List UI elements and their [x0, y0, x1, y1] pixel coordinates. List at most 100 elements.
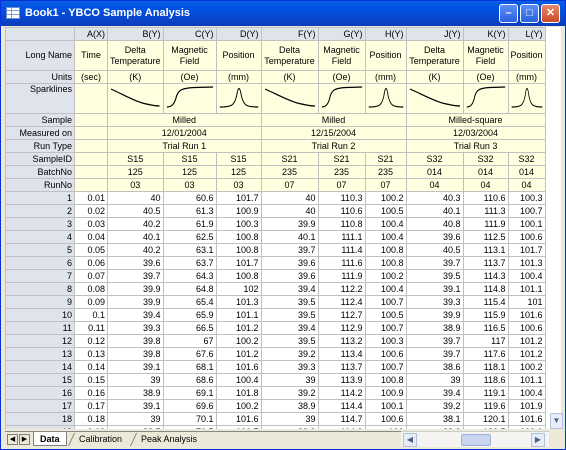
data-cell[interactable]: 101.2 — [507, 334, 546, 348]
data-cell[interactable]: 112.7 — [317, 308, 366, 322]
data-cell[interactable]: 100.8 — [364, 243, 407, 257]
units-cell[interactable]: (mm) — [215, 70, 262, 84]
data-cell[interactable]: 38.2 — [405, 425, 464, 429]
data-cell[interactable]: 100.7 — [507, 204, 546, 218]
data-cell[interactable]: 100.2 — [215, 334, 262, 348]
measured-on-cell[interactable]: 12/15/2004 — [260, 126, 407, 140]
run-no-cell[interactable]: 07 — [317, 178, 366, 192]
batch-no-cell[interactable]: 235 — [317, 165, 366, 179]
row-label[interactable]: Sparklines — [5, 83, 75, 114]
data-cell[interactable]: 116.5 — [462, 321, 509, 335]
sample-id-cell[interactable]: S32 — [405, 152, 464, 166]
data-cell[interactable]: 0.01 — [74, 191, 108, 205]
data-cell[interactable]: 39.2 — [260, 386, 319, 400]
row-number[interactable]: 8 — [5, 282, 75, 296]
row-label[interactable]: Units — [5, 70, 75, 84]
long-name-cell[interactable]: Magnetic Field — [462, 40, 509, 71]
row-number[interactable]: 17 — [5, 399, 75, 413]
data-cell[interactable]: 100.4 — [364, 282, 407, 296]
units-cell[interactable]: (K) — [107, 70, 164, 84]
data-cell[interactable]: 67.6 — [162, 347, 217, 361]
data-cell[interactable]: 100.5 — [364, 308, 407, 322]
units-cell[interactable]: (K) — [260, 70, 319, 84]
data-cell[interactable]: 112.9 — [317, 321, 366, 335]
data-cell[interactable]: 102 — [215, 282, 262, 296]
data-cell[interactable]: 112.4 — [317, 295, 366, 309]
long-name-cell[interactable]: Delta Temperature — [260, 40, 319, 71]
data-cell[interactable]: 62.5 — [162, 230, 217, 244]
data-cell[interactable]: 101.7 — [507, 243, 546, 257]
long-name-cell[interactable]: Position — [364, 40, 407, 71]
data-cell[interactable]: 100.9 — [364, 386, 407, 400]
data-cell[interactable]: 101 — [507, 295, 546, 309]
sparkline-cell[interactable] — [162, 83, 217, 114]
data-cell[interactable]: 0.02 — [74, 204, 108, 218]
run-no-cell[interactable] — [74, 178, 108, 192]
data-cell[interactable]: 113.7 — [462, 256, 509, 270]
data-cell[interactable]: 39 — [260, 373, 319, 387]
data-cell[interactable]: 39.2 — [260, 347, 319, 361]
data-cell[interactable]: 110.6 — [462, 191, 509, 205]
corner-cell[interactable] — [5, 27, 75, 41]
data-cell[interactable]: 40.5 — [405, 243, 464, 257]
data-cell[interactable]: 100.7 — [215, 425, 262, 429]
units-cell[interactable]: (K) — [405, 70, 464, 84]
data-cell[interactable]: 63.1 — [162, 243, 217, 257]
horizontal-scrollbar[interactable]: ◀ ▶ — [401, 431, 549, 447]
sparkline-cell[interactable] — [260, 83, 319, 114]
row-number[interactable]: 11 — [5, 321, 75, 335]
data-cell[interactable]: 40.8 — [405, 217, 464, 231]
data-cell[interactable]: 38.9 — [260, 399, 319, 413]
data-cell[interactable]: 40.1 — [260, 230, 319, 244]
row-number[interactable]: 16 — [5, 386, 75, 400]
data-cell[interactable]: 100.4 — [364, 217, 407, 231]
column-header[interactable]: B(Y) — [107, 27, 164, 41]
run-no-cell[interactable]: 03 — [107, 178, 164, 192]
row-number[interactable]: 6 — [5, 256, 75, 270]
data-cell[interactable]: 39.6 — [107, 256, 164, 270]
data-cell[interactable]: 115.4 — [462, 295, 509, 309]
data-cell[interactable]: 100.8 — [364, 256, 407, 270]
batch-no-cell[interactable]: 235 — [364, 165, 407, 179]
empty-cell[interactable] — [74, 139, 108, 153]
data-cell[interactable]: 114.9 — [317, 425, 366, 429]
sample-cell[interactable]: Milled — [260, 113, 407, 127]
run-no-cell[interactable]: 04 — [462, 178, 509, 192]
data-cell[interactable]: 0.19 — [74, 425, 108, 429]
column-header[interactable]: L(Y) — [507, 27, 546, 41]
sparkline-cell[interactable] — [405, 83, 464, 114]
sparkline-cell[interactable] — [215, 83, 262, 114]
batch-no-cell[interactable]: 125 — [162, 165, 217, 179]
data-cell[interactable]: 0.05 — [74, 243, 108, 257]
data-cell[interactable]: 40.1 — [405, 204, 464, 218]
batch-no-cell[interactable]: 014 — [462, 165, 509, 179]
data-cell[interactable]: 38.5 — [107, 425, 164, 429]
run-no-cell[interactable]: 04 — [405, 178, 464, 192]
tab-scroll-left-button[interactable]: ◀ — [7, 434, 18, 445]
data-cell[interactable]: 0.1 — [74, 308, 108, 322]
scroll-right-button[interactable]: ▶ — [531, 433, 545, 447]
long-name-cell[interactable]: Time — [74, 40, 108, 71]
data-cell[interactable]: 117.6 — [462, 347, 509, 361]
data-cell[interactable]: 66.5 — [162, 321, 217, 335]
row-number[interactable]: 5 — [5, 243, 75, 257]
data-cell[interactable]: 113.1 — [462, 243, 509, 257]
sample-id-cell[interactable]: S32 — [462, 152, 509, 166]
data-cell[interactable]: 70.1 — [162, 412, 217, 426]
units-cell[interactable]: (sec) — [74, 70, 108, 84]
units-cell[interactable]: (Oe) — [162, 70, 217, 84]
row-number[interactable]: 15 — [5, 373, 75, 387]
data-cell[interactable]: 101.6 — [507, 412, 546, 426]
data-cell[interactable]: 114.3 — [462, 269, 509, 283]
data-cell[interactable]: 39.2 — [405, 399, 464, 413]
data-cell[interactable]: 39.3 — [260, 360, 319, 374]
units-cell[interactable]: (Oe) — [317, 70, 366, 84]
sample-id-cell[interactable]: S21 — [317, 152, 366, 166]
units-cell[interactable]: (Oe) — [462, 70, 509, 84]
batch-no-cell[interactable] — [74, 165, 108, 179]
data-cell[interactable]: 115.9 — [462, 308, 509, 322]
column-header[interactable]: K(Y) — [462, 27, 509, 41]
data-cell[interactable]: 100.8 — [215, 243, 262, 257]
tab-peak-analysis[interactable]: Peak Analysis — [141, 434, 198, 444]
sample-id-cell[interactable]: S21 — [364, 152, 407, 166]
